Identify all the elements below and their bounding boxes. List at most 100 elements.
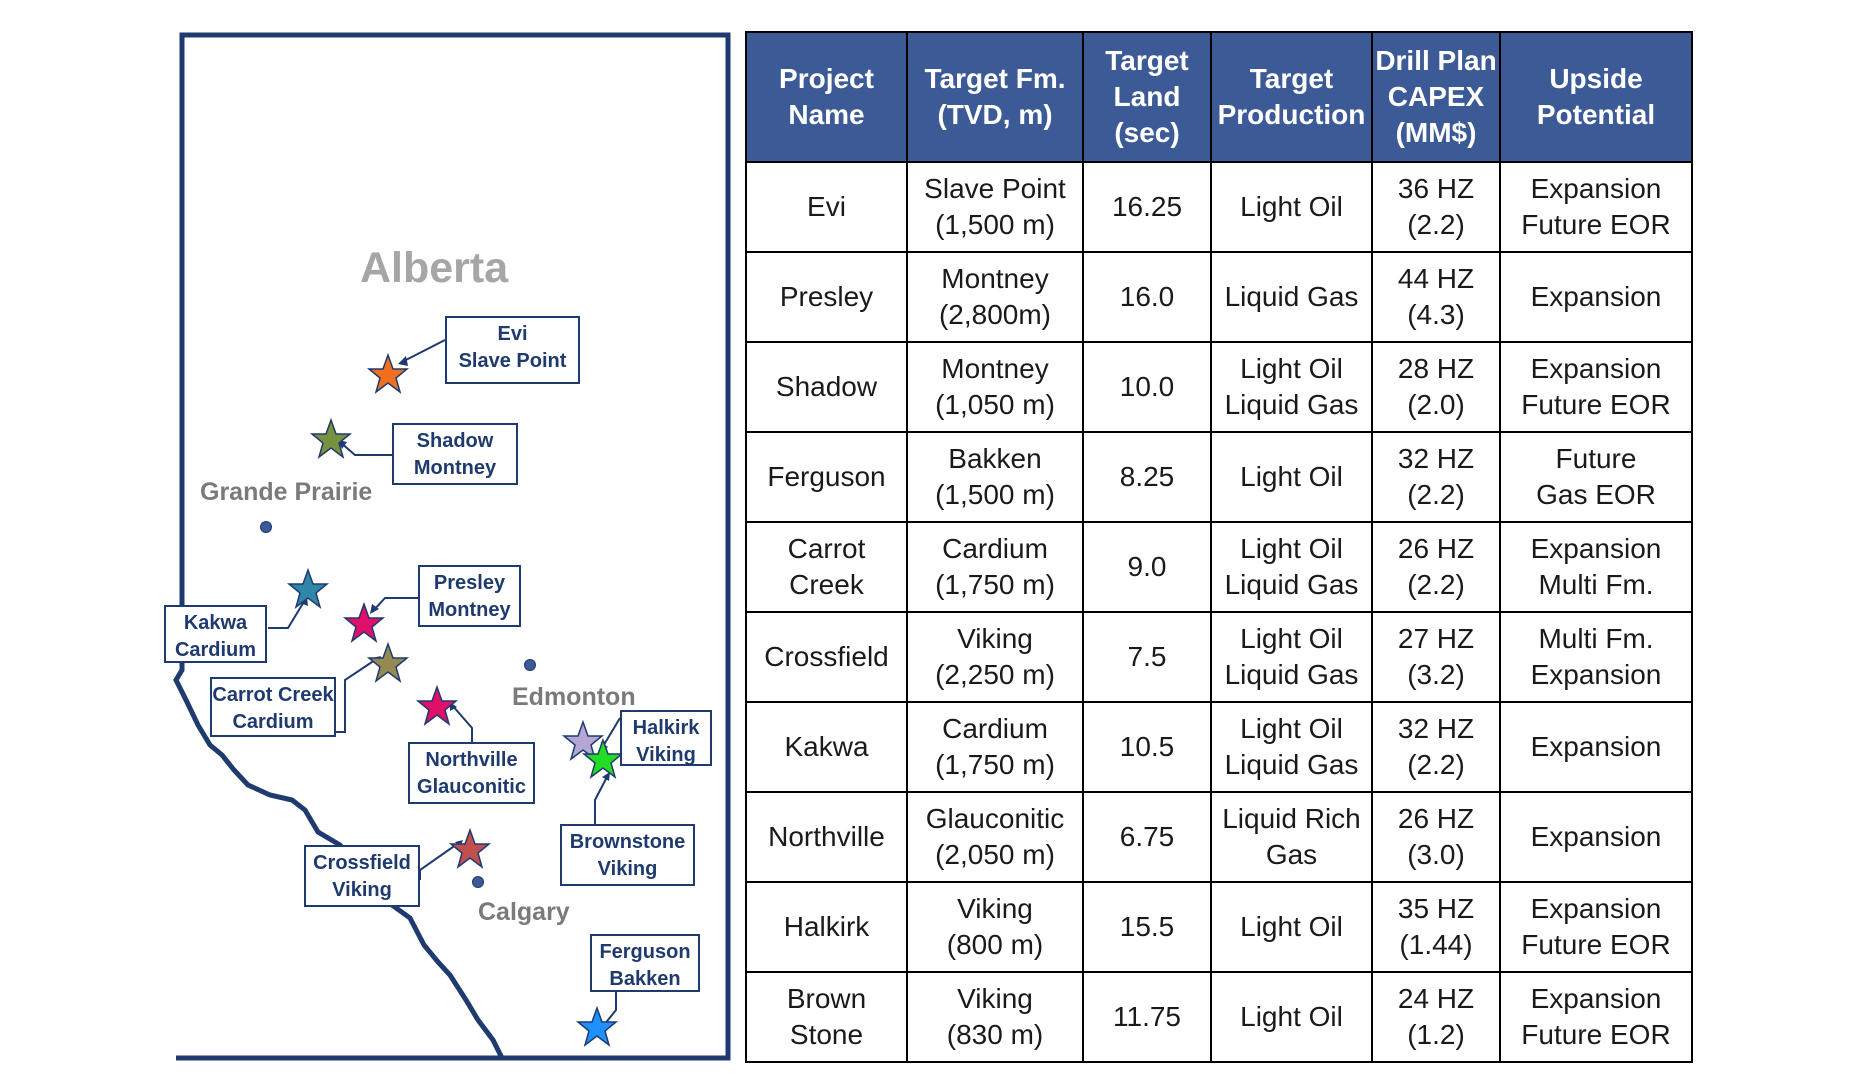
presley-star: [342, 601, 386, 643]
label-crossfield: Crossfield Viking: [304, 845, 420, 907]
label-halkirk: Halkirk Viking: [620, 710, 712, 766]
table-cell: Northville: [745, 791, 908, 883]
header-drill-plan-capex: Drill Plan CAPEX (MM$): [1371, 31, 1501, 163]
table-cell: Glauconitic (2,050 m): [906, 791, 1084, 883]
table-cell: 10.5: [1082, 701, 1212, 793]
table-cell: Expansion Multi Fm.: [1499, 521, 1693, 613]
table-cell: Shadow: [745, 341, 908, 433]
table-cell: Liquid Rich Gas: [1210, 791, 1373, 883]
city-dot-calgary: [472, 876, 484, 888]
table-row: Halkirk Viking (800 m) 15.5 Light Oil 35 HZ …: [745, 881, 1693, 973]
table-cell: Evi: [745, 161, 908, 253]
city-label-calgary: Calgary: [478, 898, 570, 926]
kakwa-star: [286, 567, 330, 609]
table-cell: 6.75: [1082, 791, 1212, 883]
northville-star: [415, 684, 459, 726]
table-cell: Light Oil Liquid Gas: [1210, 701, 1373, 793]
crossfield-star: [448, 827, 492, 869]
table-cell: Viking (830 m): [906, 971, 1084, 1063]
table-cell: 16.0: [1082, 251, 1212, 343]
label-evi-formation: Slave Point: [458, 350, 567, 372]
table-cell: Expansion Future EOR: [1499, 161, 1693, 253]
table-row: Shadow Montney (1,050 m) 10.0 Light Oil Liq…: [745, 341, 1693, 433]
project-stars: [286, 352, 625, 1047]
table-cell: Bakken (1,500 m): [906, 431, 1084, 523]
city-label-grande-prairie: Grande Prairie: [200, 478, 373, 506]
city-dot-grande-prairie: [260, 521, 272, 533]
table-cell: Expansion: [1499, 701, 1693, 793]
alberta-map: Alberta Grande Prairie Edmonton Calgary …: [0, 0, 740, 1077]
table-row: Crossfield Viking (2,250 m) 7.5 Light Oil L…: [745, 611, 1693, 703]
table-cell: 44 HZ (4.3): [1371, 251, 1501, 343]
table-row: Presley Montney (2,800m) 16.0 Liquid Gas 44 …: [745, 251, 1693, 343]
table-cell: Light Oil: [1210, 161, 1373, 253]
header-project-name: Project Name: [745, 31, 908, 163]
label-shadow: Shadow Montney: [392, 423, 518, 485]
label-northville-name: Northville: [425, 749, 518, 771]
table-cell: 16.25: [1082, 161, 1212, 253]
table-cell: Cardium (1,750 m): [906, 701, 1084, 793]
table-cell: 24 HZ (1.2): [1371, 971, 1501, 1063]
carrot-creek-star: [366, 641, 410, 683]
label-shadow-name: Shadow: [416, 430, 494, 452]
table-cell: Halkirk: [745, 881, 908, 973]
table-cell: Montney (1,050 m): [906, 341, 1084, 433]
table-cell: 9.0: [1082, 521, 1212, 613]
table-cell: 11.75: [1082, 971, 1212, 1063]
label-crossfield-name: Crossfield: [313, 852, 411, 874]
label-ferguson-formation: Bakken: [609, 968, 681, 990]
table-cell: Crossfield: [745, 611, 908, 703]
table-row: Brown Stone Viking (830 m) 11.75 Light Oil 2…: [745, 971, 1693, 1063]
header-upside-potential: Upside Potential: [1499, 31, 1693, 163]
label-halkirk-formation: Viking: [636, 744, 696, 766]
label-crossfield-formation: Viking: [332, 879, 392, 901]
evi-star: [366, 352, 410, 394]
table-cell: Montney (2,800m): [906, 251, 1084, 343]
table-body: Evi Slave Point (1,500 m) 16.25 Light Oil 36…: [745, 161, 1693, 1063]
table-cell: 26 HZ (2.2): [1371, 521, 1501, 613]
label-halkirk-name: Halkirk: [632, 717, 700, 739]
table-cell: Kakwa: [745, 701, 908, 793]
table-row: Ferguson Bakken (1,500 m) 8.25 Light Oil 32 …: [745, 431, 1693, 523]
province-outline: [173, 32, 731, 1061]
header-target-land: Target Land (sec): [1082, 31, 1212, 163]
table-header-row: Project Name Target Fm. (TVD, m) Target …: [745, 31, 1693, 163]
table-cell: 32 HZ (2.2): [1371, 701, 1501, 793]
table-cell: Expansion Future EOR: [1499, 341, 1693, 433]
table-cell: 27 HZ (3.2): [1371, 611, 1501, 703]
table-cell: Slave Point (1,500 m): [906, 161, 1084, 253]
city-dot-edmonton: [524, 659, 536, 671]
header-target-production: Target Production: [1210, 31, 1373, 163]
projects-table: Project Name Target Fm. (TVD, m) Target …: [745, 31, 1693, 1063]
table-cell: 36 HZ (2.2): [1371, 161, 1501, 253]
header-target-formation: Target Fm. (TVD, m): [906, 31, 1084, 163]
table-cell: 7.5: [1082, 611, 1212, 703]
label-carrot-creek-name: Carrot Creek: [212, 684, 334, 706]
table-cell: Light Oil Liquid Gas: [1210, 521, 1373, 613]
table-cell: Expansion Future EOR: [1499, 881, 1693, 973]
table-cell: Future Gas EOR: [1499, 431, 1693, 523]
table-cell: Viking (800 m): [906, 881, 1084, 973]
halkirk-star: [561, 719, 605, 761]
city-label-edmonton: Edmonton: [512, 683, 636, 711]
table-cell: Light Oil: [1210, 971, 1373, 1063]
table-cell: Expansion: [1499, 251, 1693, 343]
table-row: Kakwa Cardium (1,750 m) 10.5 Light Oil Liqu…: [745, 701, 1693, 793]
label-presley-formation: Montney: [428, 599, 511, 621]
table-cell: Multi Fm. Expansion: [1499, 611, 1693, 703]
label-brownstone-name: Brownstone: [569, 831, 686, 853]
table-cell: Ferguson: [745, 431, 908, 523]
label-kakwa-name: Kakwa: [183, 612, 248, 634]
table-cell: Expansion Future EOR: [1499, 971, 1693, 1063]
label-evi: Evi Slave Point: [445, 316, 580, 384]
table-cell: Light Oil Liquid Gas: [1210, 341, 1373, 433]
table-cell: 15.5: [1082, 881, 1212, 973]
table-cell: 8.25: [1082, 431, 1212, 523]
shadow-star: [309, 417, 353, 459]
label-presley: Presley Montney: [418, 565, 521, 627]
table-cell: Light Oil: [1210, 881, 1373, 973]
table-cell: Expansion: [1499, 791, 1693, 883]
province-title: Alberta: [360, 244, 509, 292]
table-row: Evi Slave Point (1,500 m) 16.25 Light Oil 36…: [745, 161, 1693, 253]
table-cell: Viking (2,250 m): [906, 611, 1084, 703]
